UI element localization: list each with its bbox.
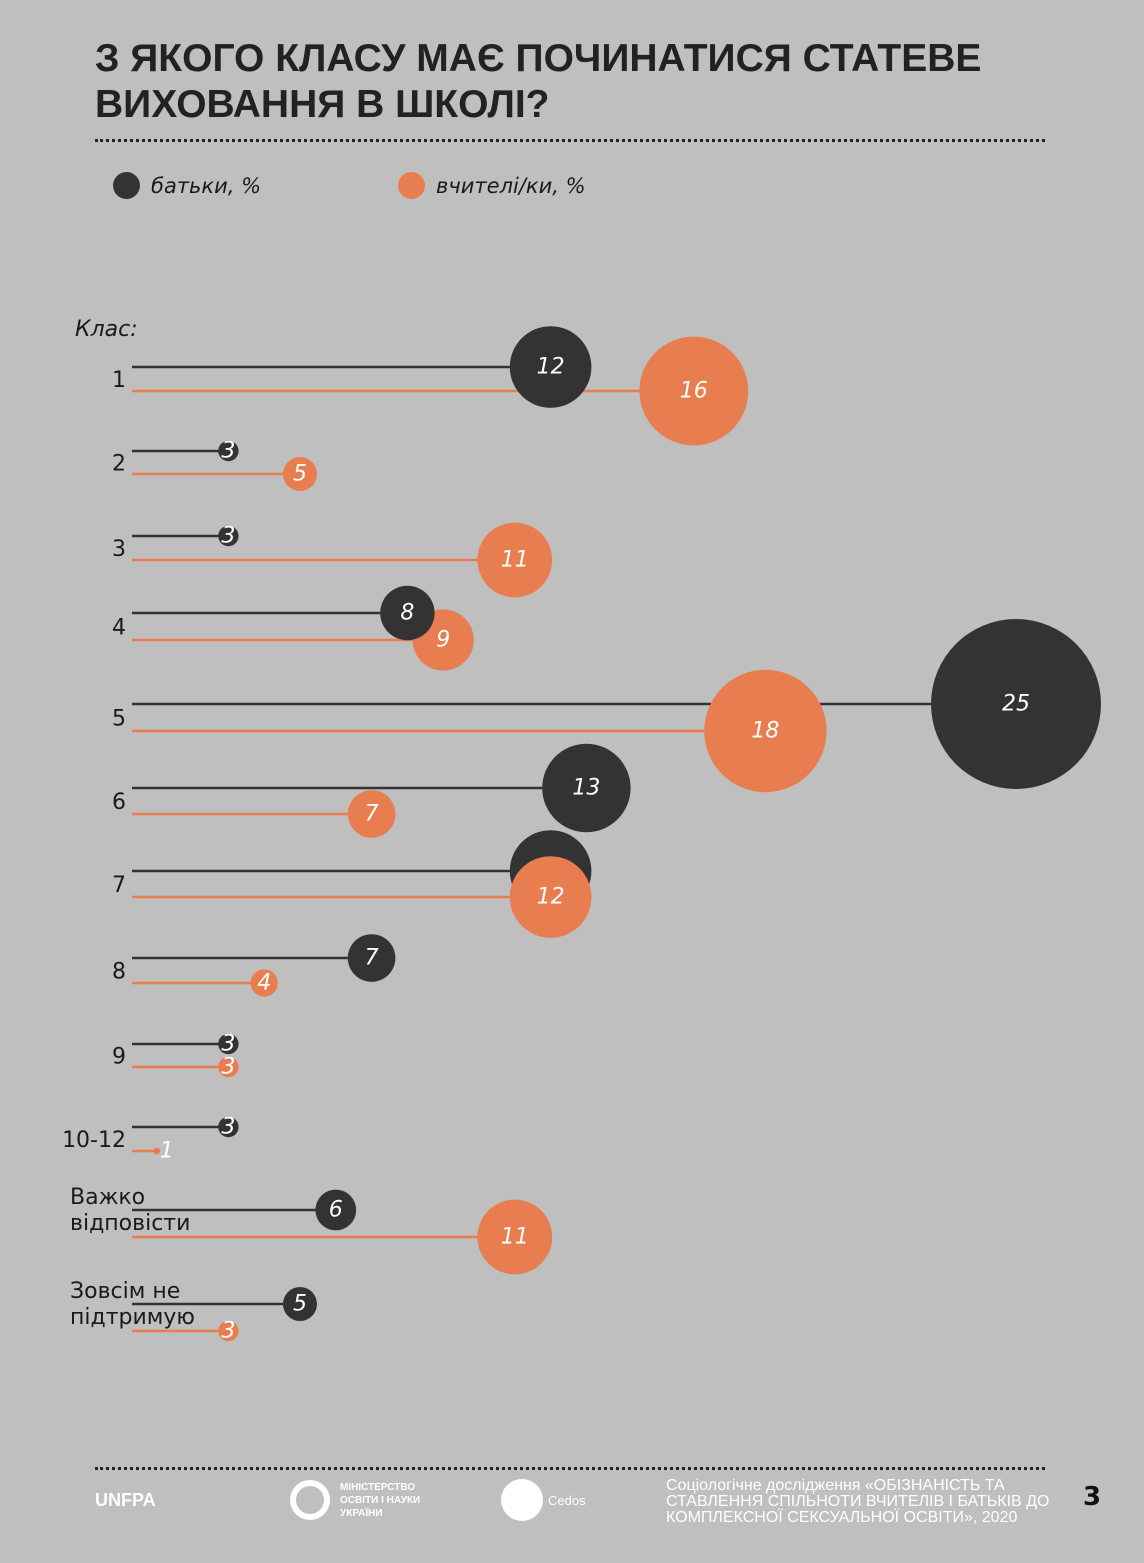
category-label: 9 — [112, 1045, 126, 1070]
legend-item-parents: батьки, % — [113, 172, 261, 199]
ministry-name: МІНІСТЕРСТВО ОСВІТИ І НАУКИ УКРАЇНИ — [340, 1481, 421, 1519]
data-label: 3 — [221, 1032, 235, 1057]
data-label: 13 — [572, 776, 600, 801]
data-label: 3 — [221, 1319, 235, 1344]
legend-label: батьки, % — [151, 173, 262, 198]
data-label: 12 — [537, 885, 565, 910]
data-label: 8 — [400, 601, 414, 626]
data-label: 7 — [365, 946, 379, 971]
data-label: 25 — [1002, 692, 1030, 717]
data-bubble — [218, 1056, 239, 1078]
legend-label: вчителі/ки, % — [436, 173, 586, 198]
chart-title: З ЯКОГО КЛАСУ МАЄ ПОЧИНАТИСЯ СТАТЕВЕ ВИХ… — [95, 37, 982, 126]
footer-source: Соціологічне дослідження «ОБІЗНАНІСТЬ ТА… — [666, 1477, 1050, 1526]
category-label: 3 — [112, 537, 126, 562]
footer-divider — [95, 1467, 1045, 1470]
data-label: 3 — [221, 439, 235, 464]
divider — [95, 139, 1045, 142]
category-label: підтримую — [70, 1305, 195, 1330]
data-label: 1 — [160, 1139, 174, 1164]
data-label: 3 — [221, 1055, 235, 1080]
unfpa-logo: UNFPA — [95, 1490, 156, 1510]
y-axis-label: Клас: — [75, 317, 138, 342]
data-label: 7 — [365, 802, 379, 827]
data-label: 12 — [537, 355, 565, 380]
legend-swatch — [398, 172, 425, 199]
data-bubble — [380, 585, 435, 641]
category-label: 5 — [112, 707, 126, 732]
cedos-circle-icon — [501, 1479, 543, 1521]
cedos-logo: Cedos — [501, 1479, 586, 1521]
data-label: 9 — [436, 628, 450, 653]
data-bubble — [704, 669, 827, 793]
category-label: 4 — [112, 616, 126, 641]
category-label: 2 — [112, 452, 126, 477]
data-bubble — [639, 336, 749, 446]
data-bubble — [283, 1287, 317, 1321]
category-label: 10-12 — [62, 1128, 126, 1153]
data-bubble — [218, 1033, 239, 1055]
data-label: 3 — [221, 524, 235, 549]
data-bubble — [477, 1199, 553, 1275]
data-bubble — [509, 326, 592, 408]
data-bubble — [218, 440, 239, 462]
legend-swatch — [113, 172, 140, 199]
data-label: 11 — [501, 548, 529, 573]
category-label: Важко — [70, 1185, 145, 1210]
data-label: 5 — [293, 1292, 307, 1317]
category-label: 6 — [112, 790, 126, 815]
data-bubble — [347, 790, 396, 838]
data-bubble — [509, 856, 592, 938]
legend-item-teachers: вчителі/ки, % — [398, 172, 586, 199]
data-label: 4 — [257, 971, 271, 996]
data-label: 11 — [501, 1225, 529, 1250]
category-label: 1 — [112, 368, 126, 393]
ministry-circle-icon — [290, 1480, 330, 1520]
category-label: 8 — [112, 960, 126, 985]
data-label: 6 — [329, 1198, 343, 1223]
cedos-name: Cedos — [548, 1492, 586, 1508]
data-bubble — [315, 1189, 357, 1231]
data-bubble — [218, 1320, 239, 1342]
data-label: 16 — [680, 379, 708, 404]
data-label: 5 — [293, 462, 307, 487]
page-number: 3 — [1083, 1482, 1102, 1512]
category-label: 7 — [112, 873, 126, 898]
category-label: відповісти — [70, 1211, 190, 1236]
data-bubble — [218, 1116, 239, 1138]
data-bubble — [477, 522, 553, 598]
chart: Клас:11612253311349852518613771212874933… — [62, 317, 1101, 1344]
data-bubble — [250, 969, 278, 997]
data-label: 18 — [751, 719, 779, 744]
category-label: Зовсім не — [70, 1279, 180, 1304]
data-bubble — [218, 525, 239, 547]
data-bubble — [542, 743, 631, 833]
data-bubble — [347, 934, 396, 982]
data-bubble — [153, 1147, 161, 1155]
data-bubble — [931, 619, 1101, 789]
data-bubble — [283, 457, 317, 491]
data-label: 3 — [221, 1115, 235, 1140]
ministry-logo: МІНІСТЕРСТВО ОСВІТИ І НАУКИ УКРАЇНИ — [290, 1480, 430, 1520]
